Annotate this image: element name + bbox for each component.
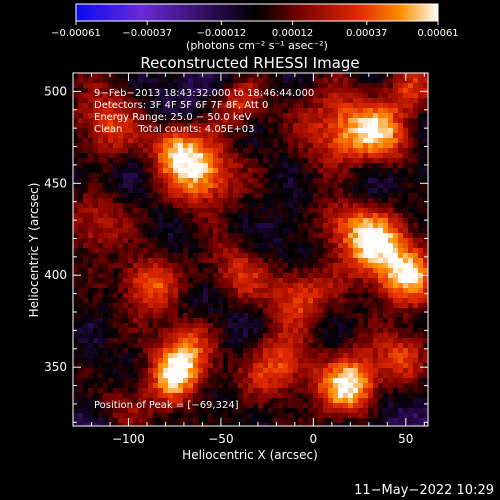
colorbar-tick-label: 0.00012 [272, 28, 313, 39]
y-tick-label: 350 [44, 360, 67, 374]
chart-title: Reconstructed RHESSI Image [140, 54, 359, 72]
y-axis-ticks: 350 400 450 500 [44, 72, 428, 423]
colorbar-tick-label: −0.00061 [51, 28, 101, 39]
colorbar-tick-label: −0.00037 [122, 28, 172, 39]
x-tick-label: 0 [310, 432, 318, 446]
colorbar-units-label: (photons cm⁻² s⁻¹ asec⁻²) [186, 39, 328, 52]
x-tick-label: 50 [398, 432, 413, 446]
x-axis-label: Heliocentric X (arcsec) [182, 448, 318, 462]
colorbar-ticks: −0.00061 −0.00037 −0.00012 0.00012 0.00037 0.… [51, 21, 459, 39]
annotation-energy-range: Energy Range: 25.0 − 50.0 keV [94, 112, 251, 123]
plot-frame [72, 72, 429, 427]
colorbar-tick-label: −0.00012 [197, 28, 247, 39]
annotation-time-range: 9−Feb−2013 18:43:32.000 to 18:46:44.000 [94, 88, 314, 99]
y-tick-label: 450 [44, 176, 67, 190]
timestamp: 11−May−2022 10:29 [354, 483, 494, 498]
annotation-clean-counts: Clean Total counts: 4.05E+03 [94, 124, 254, 135]
y-tick-label: 400 [44, 268, 67, 282]
x-tick-label: −50 [208, 432, 233, 446]
annotation-peak-position: Position of Peak = [−69,324] [94, 400, 239, 411]
colorbar [75, 3, 439, 22]
annotation-detectors: Detectors: 3F 4F 5F 6F 7F 8F, Att 0 [94, 100, 268, 111]
y-axis-label: Heliocentric Y (arcsec) [27, 183, 41, 318]
x-axis-ticks: −100 −50 0 50 [90, 73, 425, 446]
y-tick-label: 500 [44, 84, 67, 98]
image-pixels [73, 73, 428, 426]
colorbar-tick-label: 0.00061 [417, 28, 458, 39]
x-tick-label: −100 [112, 432, 145, 446]
colorbar-tick-label: 0.00037 [346, 28, 387, 39]
